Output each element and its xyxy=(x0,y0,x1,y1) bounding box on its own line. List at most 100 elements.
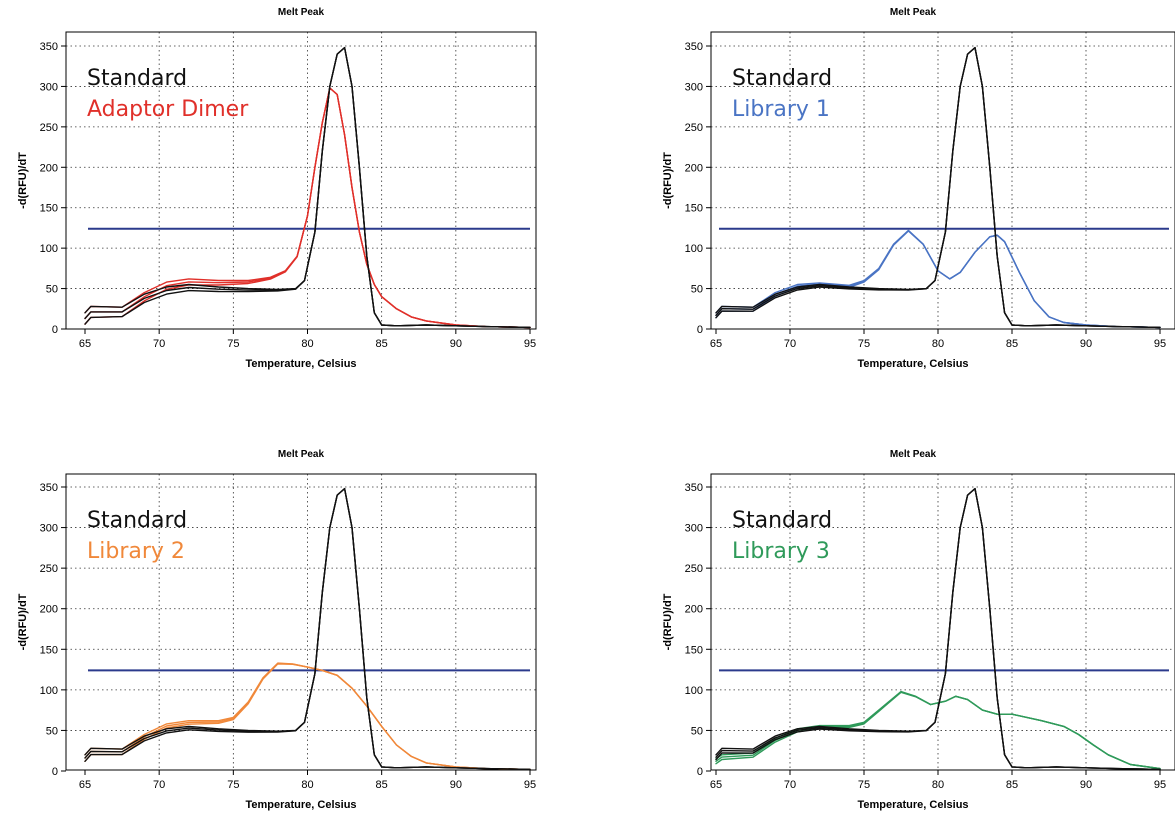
legend-entry: Library 2 xyxy=(87,539,185,564)
sample-replicate-line xyxy=(715,229,1161,329)
y-axis-label: -d(RFU)/dT xyxy=(17,152,29,209)
x-tick-label: 65 xyxy=(79,338,91,350)
standard-series xyxy=(84,46,531,329)
x-tick-label: 75 xyxy=(227,779,239,791)
y-tick-label: 150 xyxy=(40,203,58,215)
standard-replicate-line xyxy=(84,487,531,770)
y-tick-label: 50 xyxy=(691,725,703,737)
y-tick-label: 0 xyxy=(697,766,703,778)
y-tick-label: 250 xyxy=(40,563,58,575)
y-tick-label: 200 xyxy=(40,162,58,174)
x-tick-label: 90 xyxy=(1080,338,1092,350)
y-tick-label: 100 xyxy=(40,243,58,255)
melt-peak-chart-2: Melt Peak 0 50 100 150 200 250 300 350 65 70 75 80 85… xyxy=(662,7,1175,370)
x-tick-label: 90 xyxy=(1080,779,1092,791)
y-tick-label: 150 xyxy=(40,644,58,656)
x-tick-label: 95 xyxy=(524,779,536,791)
x-tick-label: 75 xyxy=(858,779,870,791)
y-axis-label: -d(RFU)/dT xyxy=(662,593,674,650)
chart-title: Melt Peak xyxy=(278,7,325,18)
y-tick-label: 350 xyxy=(685,41,703,53)
plot-frame xyxy=(710,473,1175,771)
x-tick-label: 80 xyxy=(932,779,944,791)
y-tick-label: 300 xyxy=(40,81,58,93)
y-tick-label: 300 xyxy=(685,81,703,93)
x-tick-label: 95 xyxy=(1154,779,1166,791)
x-tick-label: 95 xyxy=(1154,338,1166,350)
x-tick-label: 70 xyxy=(784,338,796,350)
y-tick-label: 350 xyxy=(40,482,58,494)
plot-frame xyxy=(65,31,537,330)
x-axis-label: Temperature, Celsius xyxy=(857,358,968,370)
y-tick-label: 150 xyxy=(685,203,703,215)
y-tick-label: 250 xyxy=(40,122,58,134)
legend-entry: Standard xyxy=(87,66,187,91)
sample-replicate-line xyxy=(715,230,1161,329)
y-tick-label: 200 xyxy=(685,162,703,174)
standard-replicate-line xyxy=(715,487,1161,770)
x-tick-label: 75 xyxy=(227,338,239,350)
x-tick-label: 85 xyxy=(1006,779,1018,791)
y-tick-label: 50 xyxy=(46,284,58,296)
x-tick-label: 70 xyxy=(784,779,796,791)
x-tick-label: 65 xyxy=(710,779,722,791)
y-tick-label: 250 xyxy=(685,563,703,575)
chart-title: Melt Peak xyxy=(278,449,325,460)
y-tick-label: 0 xyxy=(697,324,703,336)
y-tick-label: 250 xyxy=(685,122,703,134)
x-tick-label: 70 xyxy=(153,338,165,350)
legend-entry: Library 1 xyxy=(732,97,830,122)
y-tick-label: 100 xyxy=(40,685,58,697)
x-tick-label: 70 xyxy=(153,779,165,791)
y-tick-label: 200 xyxy=(685,604,703,616)
legend-entry: Adaptor Dimer xyxy=(87,97,249,122)
plot-frame xyxy=(65,473,537,771)
legend-entry: Standard xyxy=(732,508,832,533)
x-axis-label: Temperature, Celsius xyxy=(857,799,968,811)
y-tick-label: 300 xyxy=(40,523,58,535)
y-tick-label: 350 xyxy=(685,482,703,494)
x-tick-label: 90 xyxy=(450,779,462,791)
y-tick-label: 50 xyxy=(46,725,58,737)
melt-peak-chart-3: Melt Peak 0 50 100 150 200 250 300 350 65 70 75 80 85… xyxy=(17,449,537,811)
y-tick-label: 200 xyxy=(40,604,58,616)
y-tick-label: 0 xyxy=(52,324,58,336)
melt-peak-chart-1: Melt Peak 0 50 100 150 200 250 300 350 65 70 75 80 85… xyxy=(17,7,537,370)
x-tick-label: 90 xyxy=(450,338,462,350)
standard-replicate-line xyxy=(715,46,1161,329)
x-tick-label: 85 xyxy=(1006,338,1018,350)
x-tick-label: 75 xyxy=(858,338,870,350)
y-tick-label: 100 xyxy=(685,243,703,255)
sample-replicate-line xyxy=(84,87,531,329)
y-tick-label: 300 xyxy=(685,523,703,535)
x-tick-label: 80 xyxy=(301,338,313,350)
x-tick-label: 85 xyxy=(376,779,388,791)
legend-entry: Standard xyxy=(732,66,832,91)
legend-entry: Standard xyxy=(87,508,187,533)
x-tick-label: 80 xyxy=(932,338,944,350)
chart-title: Melt Peak xyxy=(890,7,937,18)
x-tick-label: 85 xyxy=(376,338,388,350)
standard-series xyxy=(715,487,1161,770)
y-tick-label: 50 xyxy=(691,284,703,296)
y-tick-label: 100 xyxy=(685,685,703,697)
x-axis-label: Temperature, Celsius xyxy=(245,358,356,370)
x-tick-label: 65 xyxy=(710,338,722,350)
x-tick-label: 65 xyxy=(79,779,91,791)
x-axis-label: Temperature, Celsius xyxy=(245,799,356,811)
standard-series xyxy=(715,46,1161,329)
melt-peak-chart-4: Melt Peak 0 50 100 150 200 250 300 350 65 70 75 80 85… xyxy=(662,449,1175,811)
x-tick-label: 80 xyxy=(301,779,313,791)
chart-title: Melt Peak xyxy=(890,449,937,460)
legend-entry: Library 3 xyxy=(732,539,830,564)
sample-series xyxy=(84,87,531,329)
y-tick-label: 0 xyxy=(52,766,58,778)
x-tick-label: 95 xyxy=(524,338,536,350)
y-tick-label: 350 xyxy=(40,41,58,53)
y-axis-label: -d(RFU)/dT xyxy=(662,152,674,209)
y-tick-label: 150 xyxy=(685,644,703,656)
standard-replicate-line xyxy=(84,46,531,329)
plot-frame xyxy=(710,31,1175,330)
